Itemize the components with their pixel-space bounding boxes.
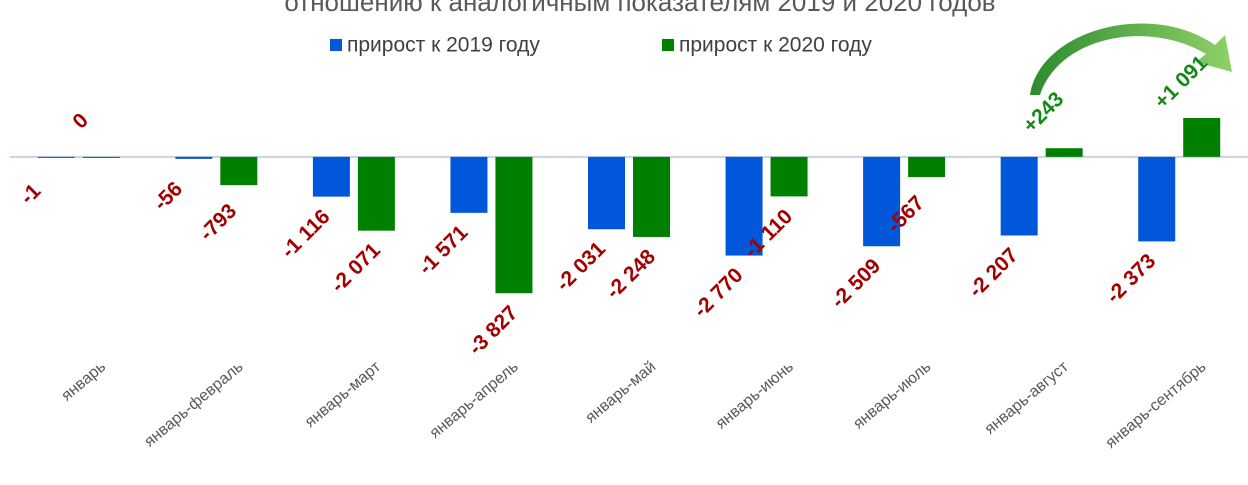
value-label: -2 770 [689,264,747,322]
value-label: -1 116 [277,205,335,263]
value-label: -3 827 [464,301,522,359]
trend-arrow [1030,23,1232,95]
x-tick-label: январь-март [302,358,385,431]
value-label: -2 373 [1102,250,1160,308]
bar [725,156,763,256]
x-tick-label: январь-апрель [427,358,522,442]
bar [863,156,901,247]
value-label: +1 091 [1150,51,1212,113]
value-label: -2 207 [964,244,1022,302]
bar [770,156,808,197]
value-label: -793 [195,199,241,245]
legend-swatch [662,39,674,51]
x-tick-label: январь-июль [850,358,934,432]
bar [908,156,946,178]
legend-swatch [330,39,342,51]
bar [633,156,670,237]
bar [1183,118,1221,157]
legend-label: прирост к 2019 году [347,34,540,57]
chart-title: отношению к аналогичным показателям 2019… [284,0,995,17]
value-label: -1 [16,179,46,209]
bar [1045,148,1083,157]
value-label: -2 509 [827,254,885,312]
bar [357,156,395,231]
x-tick-label: январь-июнь [713,358,797,432]
bar [175,156,213,159]
x-tick-label: январь-август [982,358,1073,438]
value-label: -1 571 [414,221,473,280]
bar [1000,156,1038,236]
legend-label: прирост к 2020 году [679,34,872,57]
x-tick-label: январь-февраль [141,358,246,450]
bar [37,156,75,158]
value-label: -56 [149,177,187,215]
value-label: -2 071 [327,239,386,298]
x-tick-label: январь [58,358,109,404]
bar [312,156,350,197]
bar [1138,156,1176,242]
value-label: 0 [68,109,93,134]
x-tick-label: январь-май [582,358,659,426]
x-tick-label: январь-сентябрь [1103,358,1210,452]
bar [588,156,625,230]
bar [495,156,533,294]
bar [82,156,120,158]
value-label: +243 [1019,88,1069,138]
bar [220,156,258,186]
value-label: -2 248 [602,245,661,304]
bar [450,156,488,213]
legend: прирост к 2019 году прирост к 2020 году [330,34,872,57]
